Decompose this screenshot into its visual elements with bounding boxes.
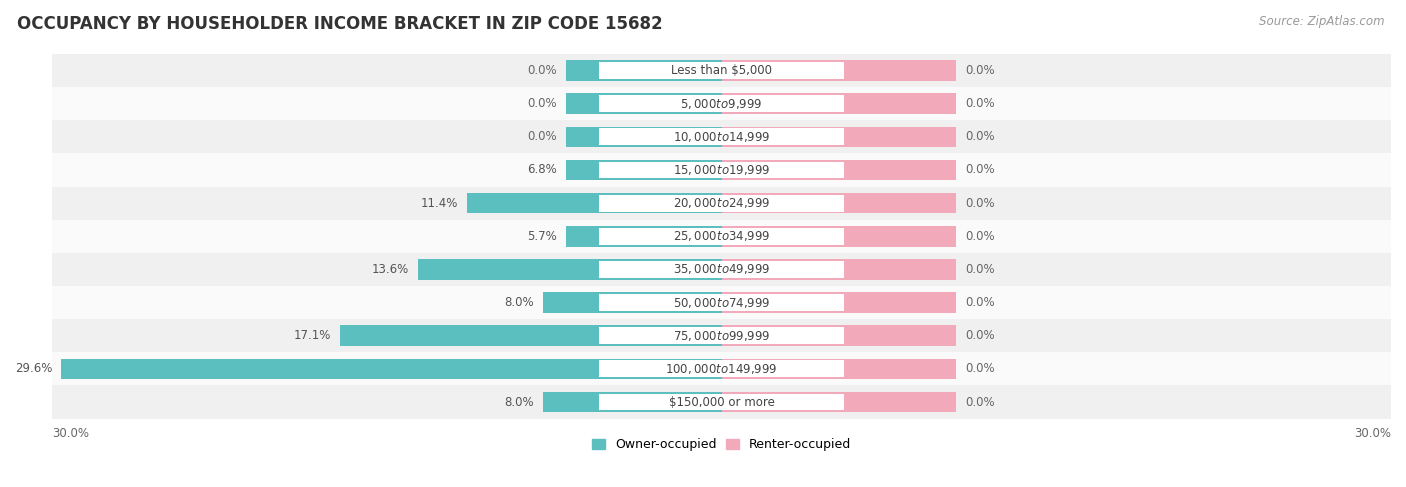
Bar bbox=[599, 195, 845, 211]
Text: 0.0%: 0.0% bbox=[527, 131, 557, 143]
Text: 0.0%: 0.0% bbox=[965, 230, 994, 243]
Text: Source: ZipAtlas.com: Source: ZipAtlas.com bbox=[1260, 15, 1385, 28]
Text: 11.4%: 11.4% bbox=[420, 197, 458, 209]
Text: Less than $5,000: Less than $5,000 bbox=[671, 64, 772, 77]
Bar bbox=[721, 94, 956, 114]
Text: 0.0%: 0.0% bbox=[965, 329, 994, 342]
Text: 0.0%: 0.0% bbox=[965, 296, 994, 309]
Text: $50,000 to $74,999: $50,000 to $74,999 bbox=[673, 296, 770, 310]
Text: $75,000 to $99,999: $75,000 to $99,999 bbox=[673, 329, 770, 343]
Text: 0.0%: 0.0% bbox=[965, 97, 994, 110]
Text: 0.0%: 0.0% bbox=[965, 164, 994, 176]
Text: 5.7%: 5.7% bbox=[527, 230, 557, 243]
Text: 0.0%: 0.0% bbox=[965, 263, 994, 276]
Bar bbox=[721, 325, 956, 346]
Bar bbox=[52, 87, 1391, 120]
Legend: Owner-occupied, Renter-occupied: Owner-occupied, Renter-occupied bbox=[588, 433, 856, 456]
Text: 0.0%: 0.0% bbox=[965, 131, 994, 143]
Text: 0.0%: 0.0% bbox=[965, 395, 994, 409]
Bar bbox=[52, 153, 1391, 187]
Bar bbox=[52, 253, 1391, 286]
Bar bbox=[599, 294, 845, 311]
Bar bbox=[52, 352, 1391, 386]
Bar bbox=[565, 94, 721, 114]
Bar bbox=[721, 358, 956, 379]
Text: 30.0%: 30.0% bbox=[52, 427, 90, 440]
Bar bbox=[721, 193, 956, 213]
Text: $25,000 to $34,999: $25,000 to $34,999 bbox=[673, 229, 770, 244]
Text: $5,000 to $9,999: $5,000 to $9,999 bbox=[681, 97, 763, 111]
Bar bbox=[721, 127, 956, 147]
Text: 13.6%: 13.6% bbox=[373, 263, 409, 276]
Bar bbox=[721, 226, 956, 246]
Text: 6.8%: 6.8% bbox=[527, 164, 557, 176]
Bar bbox=[52, 54, 1391, 87]
Bar bbox=[721, 259, 956, 280]
Text: 0.0%: 0.0% bbox=[965, 64, 994, 77]
Bar bbox=[467, 193, 721, 213]
Bar bbox=[52, 220, 1391, 253]
Text: $100,000 to $149,999: $100,000 to $149,999 bbox=[665, 362, 778, 376]
Bar bbox=[599, 327, 845, 344]
Bar bbox=[418, 259, 721, 280]
Bar bbox=[52, 120, 1391, 153]
Bar bbox=[565, 127, 721, 147]
Bar bbox=[62, 358, 721, 379]
Text: 8.0%: 8.0% bbox=[505, 296, 534, 309]
Bar bbox=[543, 392, 721, 412]
Text: 8.0%: 8.0% bbox=[505, 395, 534, 409]
Bar bbox=[599, 228, 845, 245]
Bar bbox=[721, 292, 956, 313]
Bar bbox=[599, 360, 845, 377]
Text: $20,000 to $24,999: $20,000 to $24,999 bbox=[673, 196, 770, 210]
Text: 30.0%: 30.0% bbox=[1354, 427, 1391, 440]
Bar bbox=[52, 386, 1391, 419]
Text: 0.0%: 0.0% bbox=[965, 362, 994, 375]
Bar bbox=[52, 319, 1391, 352]
Bar bbox=[721, 60, 956, 81]
Text: $10,000 to $14,999: $10,000 to $14,999 bbox=[673, 130, 770, 144]
Text: 0.0%: 0.0% bbox=[527, 97, 557, 110]
Bar bbox=[599, 129, 845, 145]
Bar bbox=[52, 187, 1391, 220]
Bar bbox=[721, 160, 956, 180]
Bar bbox=[565, 60, 721, 81]
Bar bbox=[340, 325, 721, 346]
Bar bbox=[599, 162, 845, 178]
Text: 0.0%: 0.0% bbox=[527, 64, 557, 77]
Text: $15,000 to $19,999: $15,000 to $19,999 bbox=[673, 163, 770, 177]
Bar bbox=[599, 62, 845, 79]
Bar bbox=[599, 393, 845, 411]
Text: OCCUPANCY BY HOUSEHOLDER INCOME BRACKET IN ZIP CODE 15682: OCCUPANCY BY HOUSEHOLDER INCOME BRACKET … bbox=[17, 15, 662, 33]
Text: $35,000 to $49,999: $35,000 to $49,999 bbox=[673, 262, 770, 277]
Text: $150,000 or more: $150,000 or more bbox=[669, 395, 775, 409]
Bar bbox=[599, 261, 845, 278]
Text: 0.0%: 0.0% bbox=[965, 197, 994, 209]
Bar bbox=[721, 392, 956, 412]
Bar bbox=[543, 292, 721, 313]
Bar bbox=[599, 95, 845, 112]
Bar bbox=[565, 226, 721, 246]
Bar bbox=[565, 160, 721, 180]
Text: 17.1%: 17.1% bbox=[294, 329, 332, 342]
Bar bbox=[52, 286, 1391, 319]
Text: 29.6%: 29.6% bbox=[15, 362, 52, 375]
